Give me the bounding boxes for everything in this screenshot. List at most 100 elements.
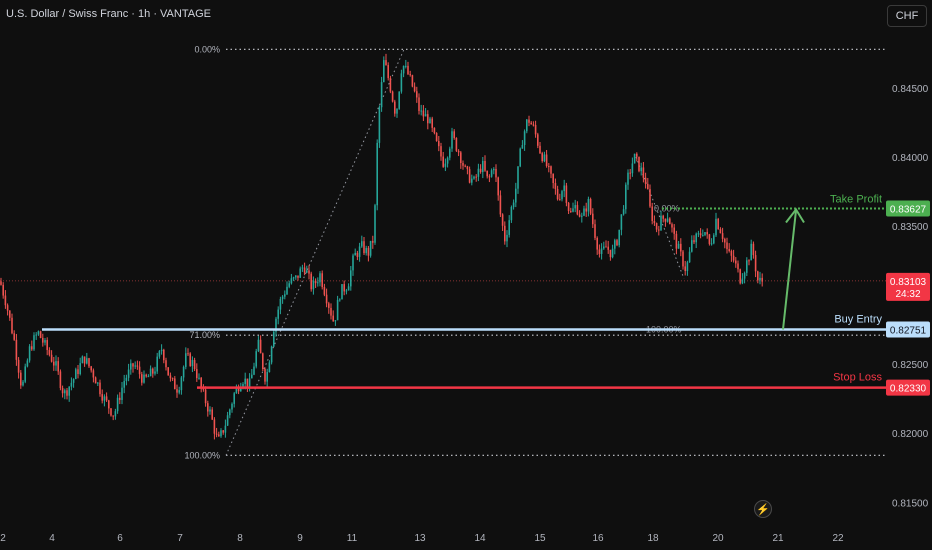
- candle-body: [189, 353, 191, 367]
- candle-body: [279, 298, 282, 310]
- candle-body: [526, 119, 528, 132]
- candle-body: [545, 154, 548, 167]
- candle-body: [325, 294, 328, 304]
- candle-body: [400, 73, 403, 92]
- candle-body: [680, 243, 682, 252]
- candle-body: [270, 346, 273, 363]
- candle-body: [321, 273, 323, 288]
- candle-body: [475, 176, 477, 178]
- candle-body: [570, 211, 572, 213]
- candle-body: [497, 177, 499, 196]
- candle-body: [396, 108, 398, 114]
- candle-body: [211, 409, 213, 420]
- current-price-tag-bg: [886, 272, 930, 301]
- candle-body: [541, 153, 543, 162]
- candle-body: [222, 430, 224, 433]
- candle-body: [693, 240, 695, 243]
- candle-body: [587, 199, 590, 212]
- symbol-title[interactable]: U.S. Dollar / Swiss Franc · 1h · VANTAGE: [6, 8, 211, 20]
- candle-body: [72, 379, 75, 383]
- candle-body: [627, 172, 629, 185]
- candle-body: [715, 218, 717, 236]
- currency-button[interactable]: CHF: [887, 5, 927, 27]
- candle-body: [4, 295, 7, 306]
- candle-body: [187, 353, 189, 355]
- candle-body: [178, 390, 180, 393]
- candle-body: [385, 60, 387, 66]
- candle-body: [424, 114, 427, 117]
- candle-body: [394, 101, 396, 114]
- candle-body: [116, 397, 119, 412]
- candle-body: [174, 378, 176, 390]
- candle-body: [611, 248, 614, 258]
- candle-body: [301, 267, 304, 269]
- candle-body: [605, 246, 607, 248]
- candle-body: [50, 354, 53, 362]
- candle-body: [306, 270, 308, 273]
- candle-body: [686, 262, 689, 272]
- candle-body: [717, 218, 719, 230]
- candle-body: [363, 241, 365, 254]
- candle-body: [559, 199, 561, 201]
- candle-body: [26, 360, 29, 367]
- candle-body: [429, 118, 431, 124]
- candle-body: [136, 365, 139, 367]
- candle-body: [13, 333, 15, 340]
- candle-body: [105, 396, 108, 401]
- candle-body: [119, 397, 121, 400]
- candle-body: [596, 237, 598, 250]
- candle-body: [33, 335, 35, 350]
- candle-body: [83, 356, 86, 364]
- candle-body: [339, 299, 341, 301]
- candle-body: [77, 369, 79, 374]
- candle-body: [563, 185, 565, 192]
- candle-body: [750, 243, 752, 261]
- y-tick-label: 0.84500: [892, 84, 929, 95]
- candle-body: [636, 153, 638, 157]
- candle-body: [207, 403, 209, 412]
- candle-body: [413, 86, 416, 92]
- candle-body: [603, 246, 605, 249]
- candle-body: [583, 208, 585, 216]
- x-tick-label: 15: [534, 533, 546, 544]
- candle-body: [336, 299, 339, 321]
- candle-body: [303, 267, 306, 273]
- candle-body: [97, 382, 99, 384]
- candle-body: [369, 240, 372, 256]
- candle-body: [0, 281, 2, 285]
- candle-body: [42, 337, 44, 343]
- candle-body: [79, 363, 81, 374]
- candle-body: [134, 365, 136, 367]
- candle-body: [123, 380, 125, 388]
- candle-body: [488, 176, 491, 178]
- candle-body: [433, 127, 436, 134]
- candle-body: [565, 185, 568, 203]
- x-tick-label: 21: [772, 533, 784, 544]
- candle-body: [356, 252, 359, 257]
- candle-body: [257, 339, 260, 352]
- x-tick-label: 18: [647, 533, 659, 544]
- candle-body: [438, 141, 440, 147]
- candle-body: [376, 142, 378, 206]
- candle-body: [420, 110, 422, 112]
- take-profit-price-tag: 0.83627: [886, 200, 930, 217]
- candle-body: [578, 214, 581, 217]
- candle-body: [761, 277, 763, 282]
- candle-body: [330, 307, 332, 316]
- x-tick-label: 8: [237, 533, 243, 544]
- candle-body: [171, 378, 174, 380]
- candle-body: [114, 411, 117, 417]
- candle-body: [46, 340, 48, 350]
- fib-trend-line: [225, 49, 405, 456]
- candle-body: [455, 137, 458, 151]
- lightning-bolt-icon[interactable]: ⚡: [754, 500, 772, 518]
- candle-body: [215, 433, 218, 435]
- candle-body: [411, 75, 414, 87]
- candle-body: [614, 240, 616, 249]
- y-tick-label: 0.82500: [892, 360, 929, 371]
- x-tick-label: 22: [832, 533, 844, 544]
- candle-body: [64, 390, 66, 394]
- candle-body: [629, 172, 631, 174]
